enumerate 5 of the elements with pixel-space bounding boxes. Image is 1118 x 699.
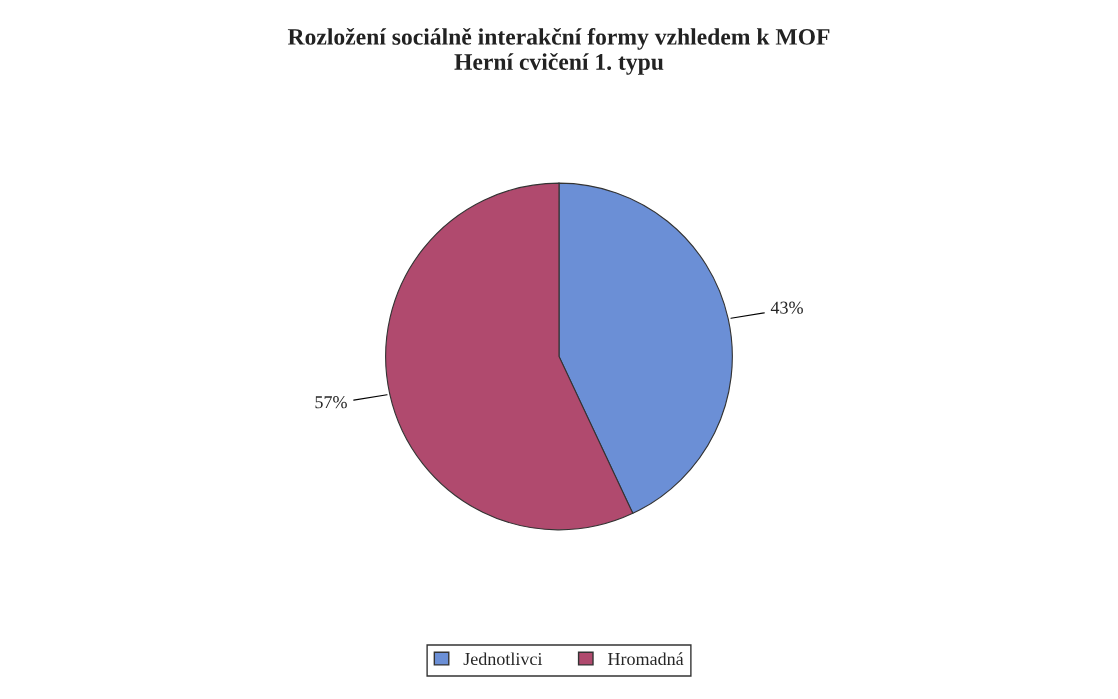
data-label: 43%	[770, 301, 803, 314]
legend-label: Hromadná	[607, 652, 684, 666]
data-label: 57%	[315, 396, 347, 409]
legend-label: Jednotlivci	[463, 652, 543, 666]
chart-title: Rozložení sociálně interakční formy vzhledem k MOF Herní cvičení 1. typu	[287, 27, 830, 75]
